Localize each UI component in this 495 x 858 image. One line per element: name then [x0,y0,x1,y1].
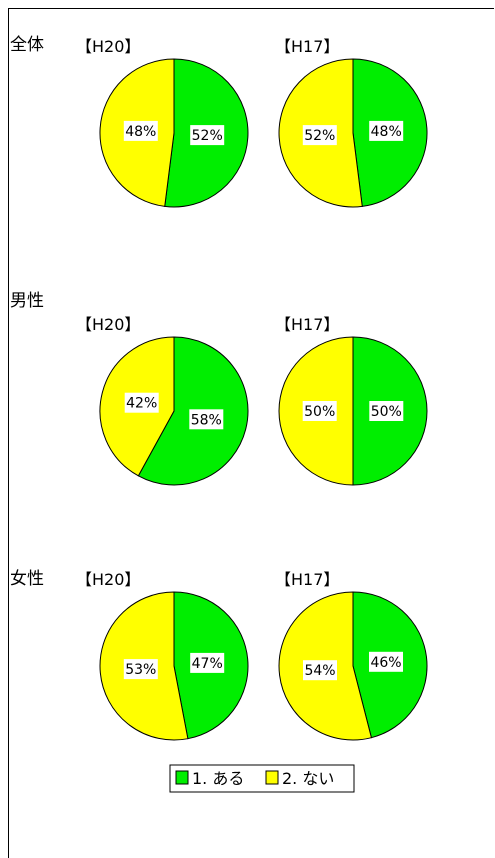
group-label-male: 男性 [10,291,44,311]
group-label-female: 女性 [10,569,44,589]
chart-frame [8,8,494,858]
data-label-box-all-h20-nai [123,120,158,141]
data-label-box-female-h17-nai [303,660,337,681]
data-label-box-female-h17-aru [369,651,403,672]
data-label-box-male-h20-aru [189,409,224,430]
data-label-box-female-h20-nai [123,659,158,680]
legend-box [169,764,355,793]
data-label-female-h20-aru: 47% [192,656,223,672]
data-label-male-h17-nai: 50% [304,404,335,420]
legend-label-aru: 1. ある [192,769,244,788]
data-label-box-all-h17-nai [302,125,337,146]
pie-title-all-h20: 【H20】 [76,37,140,56]
pie-title-all-h17: 【H17】 [275,37,339,56]
data-label-all-h20-nai: 48% [125,124,156,140]
legend-swatch-aru [175,770,189,785]
data-label-box-all-h17-aru [369,120,404,141]
data-label-all-h17-aru: 48% [371,124,402,140]
pie-title-male-h17: 【H17】 [275,315,339,334]
data-label-box-male-h17-aru [369,401,404,421]
legend: 1. ある 2. ない [169,764,355,793]
data-label-all-h20-aru: 52% [192,128,223,144]
pie-title-male-h20: 【H20】 [76,315,140,334]
data-label-box-female-h20-aru [190,652,225,673]
data-label-box-male-h17-nai [302,401,337,421]
legend-swatch-nai [265,770,279,785]
legend-label-nai: 2. ない [282,769,334,788]
data-label-female-h20-nai: 53% [125,662,156,678]
data-label-male-h20-aru: 58% [191,412,222,428]
data-label-box-male-h20-nai [124,392,159,413]
data-label-male-h20-nai: 42% [126,396,157,412]
data-label-box-all-h20-aru [190,125,225,146]
group-label-all: 全体 [10,35,44,55]
pie-title-female-h20: 【H20】 [76,570,140,589]
data-label-male-h17-aru: 50% [371,404,402,420]
data-label-female-h17-nai: 54% [304,663,335,679]
pie-title-female-h17: 【H17】 [275,570,339,589]
data-label-all-h17-nai: 52% [304,128,335,144]
data-label-female-h17-aru: 46% [370,655,401,671]
